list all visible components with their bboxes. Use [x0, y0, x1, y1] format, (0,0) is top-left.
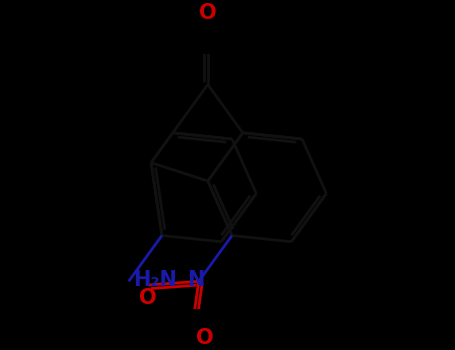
- Text: N: N: [187, 270, 205, 290]
- Text: O: O: [139, 288, 157, 308]
- Text: O: O: [199, 2, 217, 22]
- Text: H₂N: H₂N: [133, 270, 177, 290]
- Text: O: O: [196, 328, 213, 348]
